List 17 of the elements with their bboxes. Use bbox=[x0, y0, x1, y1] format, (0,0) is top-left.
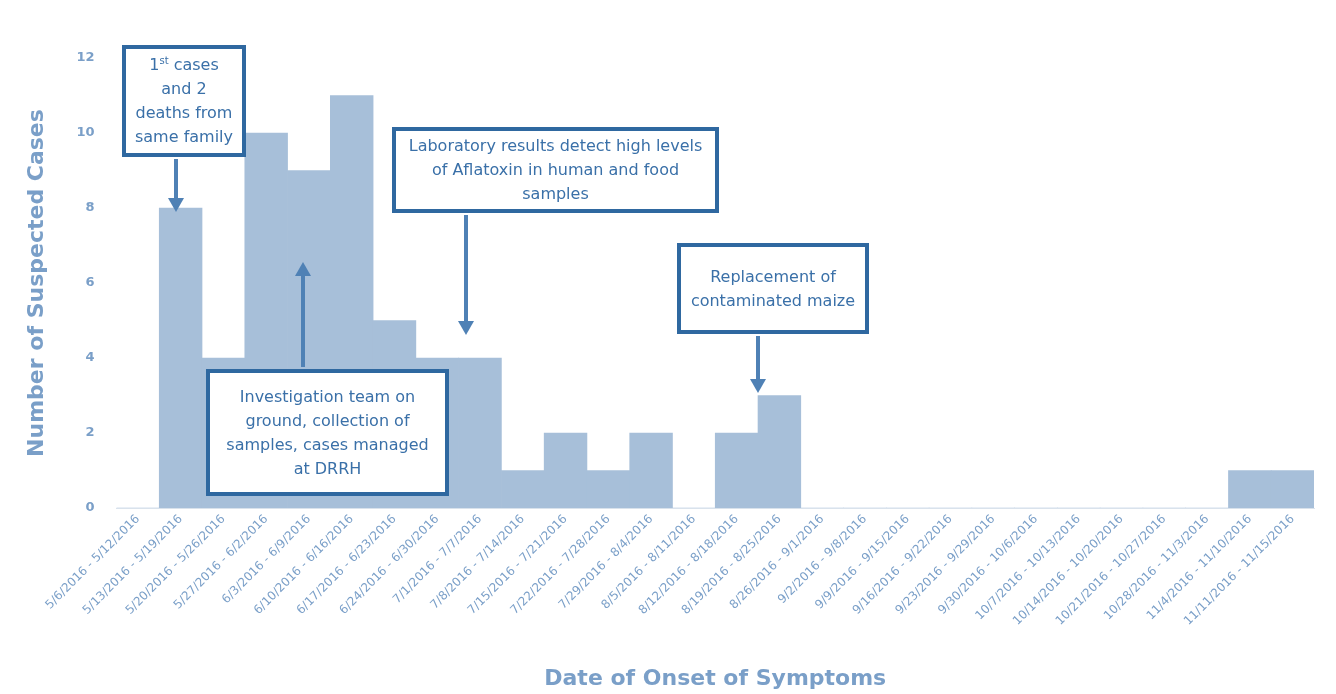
callout-box: Replacement of contaminated maize bbox=[677, 243, 869, 334]
y-tick-label: 6 bbox=[85, 274, 95, 290]
y-axis-title: Number of Suspected Cases bbox=[22, 109, 48, 457]
y-tick-label: 10 bbox=[76, 124, 95, 140]
annotation: Investigation team on ground, collection of samples, cases managed at DRRH bbox=[225, 385, 430, 480]
callout-box: 1$^{st}$ cases and 2 deaths from same family bbox=[122, 45, 246, 157]
x-axis-title: Date of Onset of Symptoms bbox=[544, 664, 887, 690]
y-tick-label: 2 bbox=[85, 424, 95, 440]
annotation: 1$^{st}$ cases and 2 deaths from same family bbox=[133, 53, 234, 148]
y-tick-label: 4 bbox=[85, 349, 95, 365]
annotation: Replacement of contaminated maize bbox=[689, 265, 857, 312]
y-tick-label: 0 bbox=[85, 499, 95, 515]
callout-box: Laboratory results detect high levels of Aflatoxin in human and food samples bbox=[392, 127, 719, 213]
y-tick-label: 12 bbox=[76, 49, 95, 65]
callout-box: Investigation team on ground, collection of samples, cases managed at DRRH bbox=[206, 369, 449, 496]
y-tick-label: 8 bbox=[85, 199, 95, 215]
annotation: Laboratory results detect high levels of Aflatoxin in human and food samples bbox=[407, 135, 704, 205]
